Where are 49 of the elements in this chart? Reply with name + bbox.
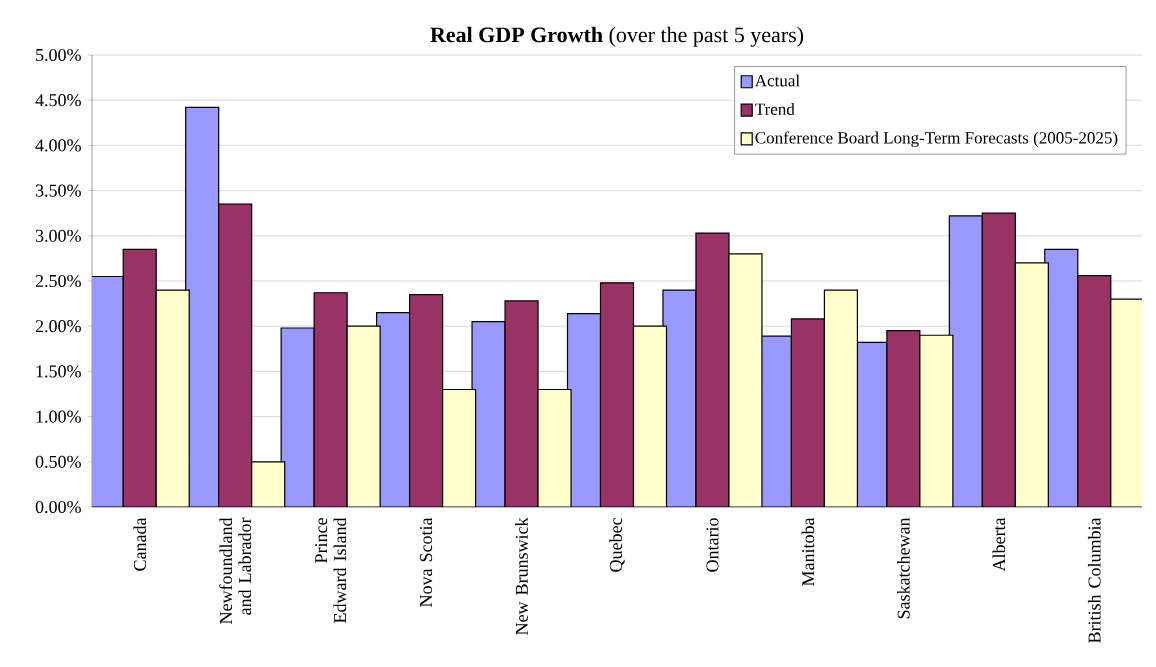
bar — [251, 461, 286, 507]
bar — [313, 292, 348, 507]
legend-label: Trend — [755, 102, 795, 115]
bar — [408, 293, 444, 507]
y-tick-label: 3.00% — [35, 229, 81, 242]
chart-title: Real GDP Growth (over the past 5 years) — [430, 26, 804, 47]
y-tick-label: 1.50% — [36, 365, 81, 378]
y-tick-label: 5.00% — [36, 48, 81, 62]
bar — [218, 203, 253, 507]
x-tick-label: Prince Edward Island — [315, 517, 347, 623]
x-tick-label: Alberta — [992, 517, 1006, 572]
legend-label: Actual — [754, 74, 800, 87]
y-tick-label: 2.00% — [35, 320, 81, 333]
x-tick-label: Saskatchewan — [897, 517, 910, 619]
y-tick-label: 4.00% — [35, 139, 81, 152]
legend-label: Conference Board Long-Term Forecasts (2005-2025) — [755, 131, 1118, 148]
bar — [823, 289, 859, 507]
bar — [790, 318, 826, 507]
bar — [185, 106, 220, 507]
y-tick-label: 3.50% — [35, 184, 81, 197]
x-tick-label: Ontario — [706, 518, 719, 572]
bar — [155, 289, 190, 507]
bar — [981, 212, 1016, 507]
x-tick-label: Canada — [133, 517, 147, 571]
bar — [537, 388, 572, 507]
x-tick-label: Quebec — [609, 518, 625, 572]
bar — [1077, 274, 1112, 507]
x-tick-label: Nova Scotia — [420, 517, 433, 607]
bar — [599, 282, 635, 507]
x-tick-label: New Brunswick — [515, 517, 528, 635]
bar — [632, 325, 668, 507]
y-tick-label: 0.50% — [35, 455, 81, 468]
y-tick-label: 4.50% — [35, 94, 81, 107]
bar — [504, 300, 539, 507]
bar — [695, 232, 730, 507]
bar — [122, 248, 157, 507]
x-tick-label: Manitoba — [801, 517, 815, 586]
x-tick-label: British Columbia — [1087, 517, 1101, 643]
bar — [728, 253, 763, 507]
bar — [280, 327, 315, 507]
bar — [1014, 262, 1049, 507]
y-tick-label: 1.00% — [36, 410, 81, 423]
bar — [346, 325, 381, 507]
x-tick-label: Newfoundland and Labrador — [219, 517, 252, 624]
bar — [441, 388, 477, 507]
bar — [919, 334, 954, 507]
y-tick-label: 2.50% — [35, 274, 81, 288]
bar — [886, 330, 921, 507]
y-tick-label: 0.00% — [35, 500, 81, 514]
